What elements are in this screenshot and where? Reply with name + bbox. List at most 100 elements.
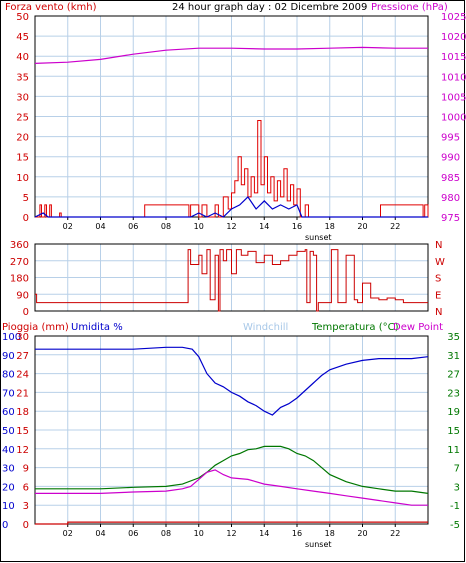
sunset-label-3: sunset bbox=[305, 540, 332, 549]
dewpoint-label: Dew Point bbox=[393, 322, 443, 333]
humidity-tick-label: 20 bbox=[2, 482, 15, 493]
humidity-line bbox=[35, 346, 429, 416]
rain-tick-label: 9 bbox=[23, 464, 29, 475]
rain-tick-label: 3 bbox=[23, 501, 29, 512]
humidity-tick-label: 30 bbox=[2, 464, 15, 475]
rain-line bbox=[35, 521, 428, 525]
wind-tick-label: 50 bbox=[16, 12, 29, 23]
pressure-tick-label: 1015 bbox=[441, 52, 466, 63]
p2-plot-border bbox=[34, 243, 429, 312]
p3-xtick-label: 14 bbox=[259, 529, 269, 538]
wind-tick-label: 10 bbox=[16, 173, 29, 184]
rain-tick-label: 21 bbox=[16, 388, 29, 399]
p3-xtick-label: 06 bbox=[128, 529, 138, 538]
rain-axis-label: Pioggia (mm) bbox=[2, 322, 69, 333]
rain-tick-label: 18 bbox=[16, 407, 29, 418]
p3-xtick-label: 12 bbox=[226, 529, 236, 538]
wind-tick-label: 20 bbox=[16, 133, 29, 144]
graph-title: 24 hour graph day : 02 Dicembre 2009 bbox=[172, 2, 367, 13]
dewpoint-line bbox=[35, 469, 428, 506]
p3-xtick-label: 16 bbox=[292, 529, 302, 538]
rain-tick-label: 0 bbox=[23, 520, 29, 531]
p3-xtick-label: 18 bbox=[325, 529, 335, 538]
direction-tick-label: 90 bbox=[16, 290, 29, 301]
temperature-tick-label: 3 bbox=[454, 482, 460, 493]
windchill-label: Windchill bbox=[243, 322, 288, 333]
p3-xtick-label: 02 bbox=[63, 529, 73, 538]
wind-tick-label: 15 bbox=[16, 153, 29, 164]
rain-tick-label: 30 bbox=[16, 332, 29, 343]
pressure-tick-label: 1025 bbox=[441, 12, 466, 23]
wind-tick-label: 35 bbox=[16, 72, 29, 83]
wind-avg-line bbox=[34, 195, 428, 218]
p3-xtick-label: 22 bbox=[390, 529, 400, 538]
p1-xtick-label: 02 bbox=[63, 222, 73, 231]
sunset-label-1: sunset bbox=[305, 233, 332, 242]
temperature-tick-label: 11 bbox=[447, 445, 460, 456]
humidity-tick-label: 10 bbox=[2, 501, 15, 512]
p1-xtick-label: 08 bbox=[161, 222, 171, 231]
p1-plot-border bbox=[34, 15, 429, 218]
p1-xtick-label: 14 bbox=[259, 222, 269, 231]
wind-tick-label: 25 bbox=[16, 113, 29, 124]
temperature-tick-label: 31 bbox=[447, 351, 460, 362]
p1-xtick-label: 10 bbox=[194, 222, 204, 231]
pressure-axis-label: Pressione (hPa) bbox=[371, 2, 448, 13]
humidity-axis-label: Umidita % bbox=[71, 322, 123, 333]
rain-tick-label: 12 bbox=[16, 445, 29, 456]
pressure-tick-label: 975 bbox=[441, 213, 460, 224]
direction-tick-label: 360 bbox=[10, 240, 29, 251]
temperature-label: Temperatura (°C) bbox=[311, 322, 399, 333]
temperature-tick-label: -5 bbox=[450, 520, 460, 531]
p1-xtick-label: 18 bbox=[325, 222, 335, 231]
p1-xtick-label: 04 bbox=[95, 222, 105, 231]
p3-xtick-label: 20 bbox=[357, 529, 367, 538]
temperature-tick-label: 19 bbox=[447, 407, 460, 418]
temperature-line bbox=[35, 445, 429, 494]
humidity-tick-label: 80 bbox=[2, 370, 15, 381]
wind-pressure-panel: 0510152025303540455097598098599099510001… bbox=[16, 12, 466, 231]
humidity-tick-label: 90 bbox=[2, 351, 15, 362]
pressure-tick-label: 980 bbox=[441, 193, 460, 204]
p1-xtick-label: 12 bbox=[226, 222, 236, 231]
humidity-tick-label: 50 bbox=[2, 426, 15, 437]
compass-label: S bbox=[435, 274, 441, 285]
pressure-tick-label: 1000 bbox=[441, 113, 466, 124]
pressure-tick-label: 995 bbox=[441, 133, 460, 144]
direction-tick-label: 0 bbox=[23, 307, 29, 318]
wind-tick-label: 0 bbox=[23, 213, 29, 224]
temperature-tick-label: 15 bbox=[447, 426, 460, 437]
temperature-tick-label: 35 bbox=[447, 332, 460, 343]
wind-tick-label: 5 bbox=[23, 193, 29, 204]
wind-axis-label: Forza vento (kmh) bbox=[5, 2, 97, 13]
humidity-tick-label: 100 bbox=[2, 332, 21, 343]
temperature-tick-label: -1 bbox=[450, 501, 460, 512]
humidity-tick-label: 40 bbox=[2, 445, 15, 456]
p3-plot-border bbox=[34, 335, 429, 525]
p1-xtick-label: 06 bbox=[128, 222, 138, 231]
p1-xtick-label: 22 bbox=[390, 222, 400, 231]
direction-line bbox=[35, 249, 428, 312]
temperature-tick-label: 23 bbox=[447, 388, 460, 399]
wind-tick-label: 45 bbox=[16, 32, 29, 43]
p3-xtick-label: 04 bbox=[95, 529, 105, 538]
p3-xtick-label: 08 bbox=[161, 529, 171, 538]
compass-label: N bbox=[435, 307, 442, 318]
temperature-tick-label: 27 bbox=[447, 370, 460, 381]
rain-tick-label: 6 bbox=[23, 482, 29, 493]
humidity-tick-label: 60 bbox=[2, 407, 15, 418]
compass-label: W bbox=[435, 257, 445, 268]
p1-xtick-label: 20 bbox=[357, 222, 367, 231]
humidity-tick-label: 0 bbox=[2, 520, 8, 531]
pressure-tick-label: 1005 bbox=[441, 92, 466, 103]
wind-tick-label: 30 bbox=[16, 92, 29, 103]
p3-xtick-label: 10 bbox=[194, 529, 204, 538]
p1-xtick-label: 16 bbox=[292, 222, 302, 231]
compass-label: N bbox=[435, 240, 442, 251]
pressure-tick-label: 1010 bbox=[441, 72, 466, 83]
rain-tick-label: 27 bbox=[16, 351, 29, 362]
temperature-tick-label: 7 bbox=[454, 464, 460, 475]
